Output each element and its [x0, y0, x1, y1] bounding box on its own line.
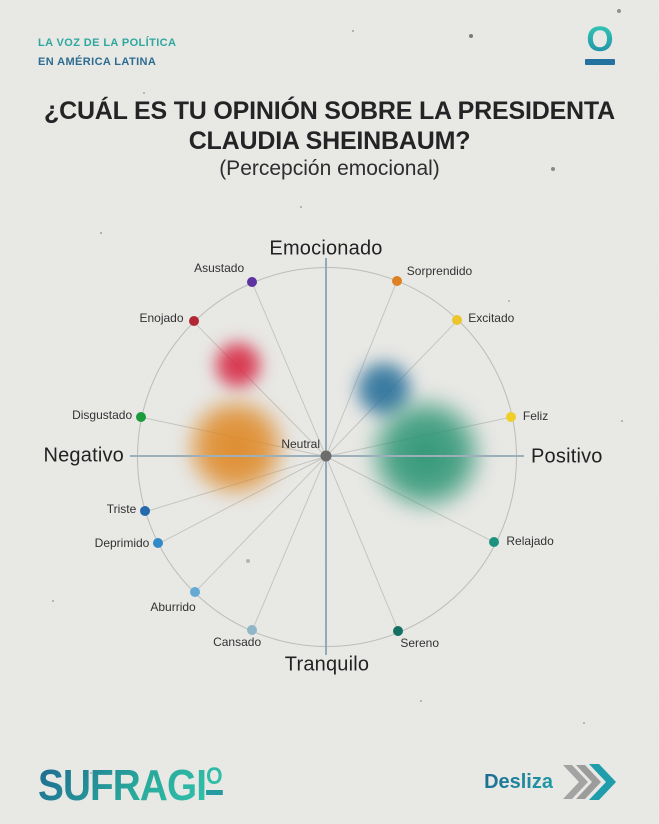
sufragio-logo-text: SUFRAGI [38, 761, 207, 810]
neutral-center-dot [320, 450, 332, 462]
emotion-label-excitado: Excitado [468, 311, 515, 326]
cluster-enojado [209, 335, 268, 394]
axis-label-tranquilo: Tranquilo [284, 653, 370, 676]
emotion-dot-enojado [188, 316, 199, 327]
emotion-label-relajado: Relajado [506, 533, 554, 548]
emotion-dot-asustado [247, 277, 258, 288]
emotion-dot-sorprendido [391, 275, 402, 286]
emotion-dot-relajado [489, 536, 500, 547]
emotion-label-sereno: Sereno [400, 635, 440, 650]
axis-label-emocionado: Emocionado [269, 237, 383, 260]
emotion-label-deprimido: Deprimido [94, 536, 150, 551]
emotion-label-asustado: Asustado [194, 261, 245, 276]
emotion-dot-excitado [452, 315, 463, 326]
sufragio-logo: SUFRAGIO [38, 754, 223, 809]
emotion-dot-deprimido [153, 538, 164, 549]
emotion-dot-feliz [505, 411, 516, 422]
axis-label-positivo: Positivo [531, 445, 603, 468]
emotion-dot-sereno [393, 625, 404, 636]
emotion-dot-disgustado [136, 411, 147, 422]
emotion-label-triste: Triste [106, 502, 137, 517]
emotion-label-sorprendido: Sorprendido [406, 263, 473, 278]
cluster-negativo [179, 390, 292, 503]
emotion-label-aburrido: Aburrido [150, 599, 196, 614]
emotion-dot-triste [140, 506, 151, 517]
desliza-label: Desliza [484, 770, 553, 793]
emotion-dot-aburrido [189, 586, 200, 597]
emotion-label-disgustado: Disgustado [72, 407, 133, 422]
chevrons-right-icon [563, 764, 616, 800]
emotion-dot-cansado [247, 624, 258, 635]
desliza-button[interactable]: Desliza [484, 764, 623, 800]
emotion-label-cansado: Cansado [213, 634, 262, 649]
emotion-label-enojado: Enojado [139, 311, 184, 326]
sufragio-logo-o: O [206, 763, 223, 795]
neutral-label: Neutral [281, 437, 320, 451]
axis-label-negativo: Negativo [43, 444, 124, 467]
emotion-label-feliz: Feliz [522, 408, 549, 423]
